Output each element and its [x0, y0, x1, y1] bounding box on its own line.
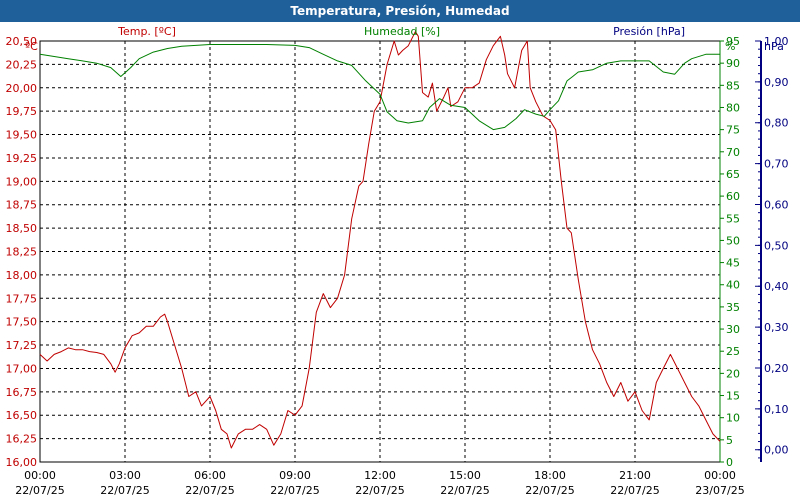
date-tick-label: 22/07/25: [525, 484, 574, 497]
pressure-tick-label: 0,50: [764, 239, 789, 252]
humidity-tick-label: 10: [726, 412, 740, 425]
temp-tick-label: 18,25: [6, 246, 38, 259]
humidity-tick-label: 20: [726, 367, 740, 380]
temp-tick-label: 17,00: [6, 362, 38, 375]
chart-title-bar: Temperatura, Presión, Humedad: [0, 0, 800, 22]
temperature-line: [39, 31, 721, 449]
temp-axis: 16,00 16,25 16,50 16,75 17,00 17,25 17,50 17,75…: [6, 35, 38, 469]
humidity-tick-label: 40: [726, 279, 740, 292]
temp-tick-label: 19,75: [6, 105, 38, 118]
time-tick-label: 09:00: [279, 469, 311, 482]
pressure-axis: 0,00 0,10 0,20 0,30 0,40 0,50 0,60 0,70 0,80 0,90…: [755, 35, 789, 462]
temp-tick-label: 20,00: [6, 82, 38, 95]
temp-tick-label: 18,00: [6, 269, 38, 282]
humidity-tick-label: 5: [726, 434, 733, 447]
humidity-tick-label: 65: [726, 168, 740, 181]
temp-tick-label: 16,50: [6, 409, 38, 422]
temp-tick-label: 18,75: [6, 199, 38, 212]
humidity-tick-label: 35: [726, 301, 740, 314]
pressure-tick-label: 0,80: [764, 117, 789, 130]
humidity-tick-label: 45: [726, 257, 740, 270]
humidity-tick-label: 85: [726, 79, 740, 92]
humidity-tick-label: 75: [726, 124, 740, 137]
temp-tick-label: 19,25: [6, 152, 38, 165]
temp-axis-label: Temp. [ºC]: [117, 25, 176, 38]
time-tick-label: 00:00: [24, 469, 56, 482]
humidity-tick-label: 80: [726, 101, 740, 114]
time-tick-label: 03:00: [109, 469, 141, 482]
humidity-axis-label: Humedad [%]: [364, 25, 440, 38]
temp-tick-label: 19,50: [6, 129, 38, 142]
pressure-unit-label: hPa: [764, 40, 784, 53]
pressure-tick-label: 0,60: [764, 198, 789, 211]
humidity-tick-label: 25: [726, 345, 740, 358]
date-tick-label: 22/07/25: [100, 484, 149, 497]
temp-tick-label: 16,00: [6, 456, 38, 469]
pressure-tick-label: 1,00: [764, 35, 789, 48]
date-tick-label: 22/07/25: [610, 484, 659, 497]
humidity-tick-label: 30: [726, 323, 740, 336]
date-tick-label: 22/07/25: [185, 484, 234, 497]
humidity-tick-label: 60: [726, 190, 740, 203]
time-tick-label: 12:00: [364, 469, 396, 482]
time-axis: 00:00 22/07/25 03:00 22/07/25 06:00 22/07/25 0…: [15, 469, 744, 497]
series-group: [39, 31, 721, 449]
temp-tick-label: 16,75: [6, 386, 38, 399]
time-tick-label: 15:00: [449, 469, 481, 482]
humidity-axis: 0 5 10 15 20 25 30 35 40 45 50 55 60 65 70 75 80 85 90 95: [719, 35, 740, 469]
date-tick-label: 22/07/25: [270, 484, 319, 497]
date-tick-label: 22/07/25: [15, 484, 64, 497]
date-tick-label: 23/07/25: [695, 484, 744, 497]
temp-tick-label: 17,75: [6, 292, 38, 305]
pressure-tick-label: 0,40: [764, 280, 789, 293]
temp-tick-label: 20,50: [6, 35, 38, 48]
grid: [39, 40, 721, 463]
temp-tick-label: 18,50: [6, 222, 38, 235]
temp-tick-label: 17,50: [6, 316, 38, 329]
humidity-tick-label: 70: [726, 146, 740, 159]
date-tick-label: 22/07/25: [440, 484, 489, 497]
temp-tick-label: 17,25: [6, 339, 38, 352]
pressure-tick-label: 0,70: [764, 158, 789, 171]
humidity-tick-label: 90: [726, 57, 740, 70]
pressure-tick-label: 0,90: [764, 76, 789, 89]
pressure-tick-label: 0,00: [764, 444, 789, 457]
time-tick-label: 06:00: [194, 469, 226, 482]
date-tick-label: 22/07/25: [355, 484, 404, 497]
temp-unit-label: ºC: [25, 40, 38, 53]
time-tick-label: 18:00: [534, 469, 566, 482]
temp-tick-label: 19,00: [6, 175, 38, 188]
pressure-tick-label: 0,20: [764, 362, 789, 375]
pressure-axis-label: Presión [hPa]: [613, 25, 685, 38]
humidity-unit-label: %: [725, 40, 735, 53]
humidity-tick-label: 50: [726, 234, 740, 247]
pressure-tick-label: 0,30: [764, 321, 789, 334]
humidity-line: [39, 44, 720, 131]
time-tick-label: 00:00: [704, 469, 736, 482]
temp-tick-label: 16,25: [6, 433, 38, 446]
pressure-tick-label: 0,10: [764, 403, 789, 416]
temp-tick-label: 20,25: [6, 58, 38, 71]
humidity-tick-label: 95: [726, 35, 740, 48]
chart-title: Temperatura, Presión, Humedad: [290, 4, 510, 18]
time-tick-label: 21:00: [619, 469, 651, 482]
humidity-tick-label: 55: [726, 212, 740, 225]
humidity-tick-label: 0: [726, 456, 733, 469]
humidity-tick-label: 15: [726, 390, 740, 403]
